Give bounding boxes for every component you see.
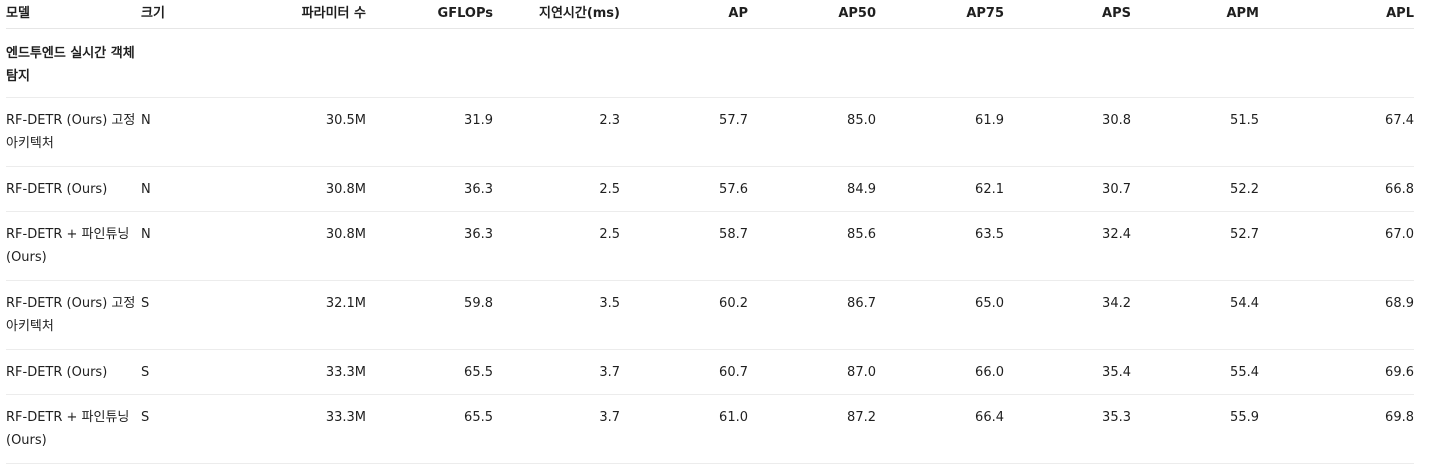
cell-model: RF-DETR + 파인튜닝 (Ours) (6, 211, 141, 281)
header-latency: 지연시간(ms) (493, 0, 620, 29)
cell-apl: 66.8 (1259, 166, 1414, 212)
cell-ap: 60.2 (620, 280, 748, 350)
header-ap75: AP75 (876, 0, 1004, 29)
cell-model: RF-DETR (Ours) 고정 아키텍처 (6, 280, 141, 350)
cell-ap75: 66.0 (876, 349, 1004, 395)
cell-size: N (141, 166, 231, 212)
cell-params: 30.8M (231, 166, 366, 212)
cell-latency: 2.5 (493, 166, 620, 212)
header-ap: AP (620, 0, 748, 29)
cell-ap50: 84.9 (748, 166, 876, 212)
cell-apm: 52.7 (1131, 211, 1259, 281)
table-row: RF-DETR (Ours) S 33.3M 65.5 3.7 60.7 87.… (6, 349, 1414, 395)
cell-latency: 3.7 (493, 349, 620, 395)
cell-ap50: 85.0 (748, 97, 876, 167)
cell-model: RF-DETR (Ours) 고정 아키텍처 (6, 97, 141, 167)
cell-gflops: 59.8 (366, 280, 493, 350)
cell-apl: 67.0 (1259, 211, 1414, 281)
header-params: 파라미터 수 (231, 0, 366, 29)
header-aps: APS (1004, 0, 1131, 29)
cell-aps: 30.7 (1004, 166, 1131, 212)
cell-gflops: 36.3 (366, 211, 493, 281)
cell-apm: 52.2 (1131, 166, 1259, 212)
header-gflops: GFLOPs (366, 0, 493, 29)
cell-model: RF-DETR (Ours) (6, 166, 141, 212)
cell-ap: 58.7 (620, 211, 748, 281)
cell-ap: 61.0 (620, 394, 748, 464)
cell-ap: 57.7 (620, 97, 748, 167)
cell-apl: 69.6 (1259, 349, 1414, 395)
cell-params: 30.5M (231, 97, 366, 167)
cell-ap50: 85.6 (748, 211, 876, 281)
cell-gflops: 65.5 (366, 394, 493, 464)
cell-size: N (141, 211, 231, 281)
header-apl: APL (1259, 0, 1414, 29)
cell-size: S (141, 349, 231, 395)
table-row: RF-DETR (Ours) 고정 아키텍처 S 32.1M 59.8 3.5 … (6, 280, 1414, 350)
cell-apm: 55.9 (1131, 394, 1259, 464)
cell-model: RF-DETR (Ours) (6, 349, 141, 395)
cell-apm: 55.4 (1131, 349, 1259, 395)
table-row: RF-DETR (Ours) N 30.8M 36.3 2.5 57.6 84.… (6, 166, 1414, 212)
table-row: RF-DETR + 파인튜닝 (Ours) S 33.3M 65.5 3.7 6… (6, 394, 1414, 464)
cell-gflops: 36.3 (366, 166, 493, 212)
cell-apm: 51.5 (1131, 97, 1259, 167)
cell-ap75: 65.0 (876, 280, 1004, 350)
cell-params: 33.3M (231, 394, 366, 464)
cell-aps: 30.8 (1004, 97, 1131, 167)
cell-ap50: 87.2 (748, 394, 876, 464)
cell-ap75: 61.9 (876, 97, 1004, 167)
cell-apm: 54.4 (1131, 280, 1259, 350)
cell-aps: 32.4 (1004, 211, 1131, 281)
cell-size: N (141, 97, 231, 167)
cell-params: 32.1M (231, 280, 366, 350)
cell-ap75: 66.4 (876, 394, 1004, 464)
cell-apl: 69.8 (1259, 394, 1414, 464)
header-model: 모델 (6, 0, 141, 29)
cell-aps: 34.2 (1004, 280, 1131, 350)
header-size: 크기 (141, 0, 231, 29)
header-apm: APM (1131, 0, 1259, 29)
header-ap50: AP50 (748, 0, 876, 29)
cell-latency: 3.5 (493, 280, 620, 350)
cell-ap: 60.7 (620, 349, 748, 395)
cell-model: RF-DETR + 파인튜닝 (Ours) (6, 394, 141, 464)
cell-latency: 2.3 (493, 97, 620, 167)
cell-aps: 35.3 (1004, 394, 1131, 464)
cell-size: S (141, 280, 231, 350)
section-label: 엔드투엔드 실시간 객체 탐지 (6, 28, 141, 98)
cell-aps: 35.4 (1004, 349, 1131, 395)
cell-latency: 2.5 (493, 211, 620, 281)
cell-params: 30.8M (231, 211, 366, 281)
cell-apl: 68.9 (1259, 280, 1414, 350)
cell-gflops: 65.5 (366, 349, 493, 395)
cell-params: 33.3M (231, 349, 366, 395)
cell-ap50: 86.7 (748, 280, 876, 350)
table-row: RF-DETR + 파인튜닝 (Ours) N 30.8M 36.3 2.5 5… (6, 211, 1414, 281)
cell-ap50: 87.0 (748, 349, 876, 395)
cell-latency: 3.7 (493, 394, 620, 464)
results-table: 모델 크기 파라미터 수 GFLOPs 지연시간(ms) AP AP50 AP7… (6, 0, 1414, 464)
cell-gflops: 31.9 (366, 97, 493, 167)
header-row: 모델 크기 파라미터 수 GFLOPs 지연시간(ms) AP AP50 AP7… (6, 0, 1414, 29)
cell-size: S (141, 394, 231, 464)
cell-ap: 57.6 (620, 166, 748, 212)
cell-ap75: 62.1 (876, 166, 1004, 212)
cell-ap75: 63.5 (876, 211, 1004, 281)
cell-apl: 67.4 (1259, 97, 1414, 167)
section-row: 엔드투엔드 실시간 객체 탐지 (6, 28, 1414, 98)
table-row: RF-DETR (Ours) 고정 아키텍처 N 30.5M 31.9 2.3 … (6, 97, 1414, 167)
